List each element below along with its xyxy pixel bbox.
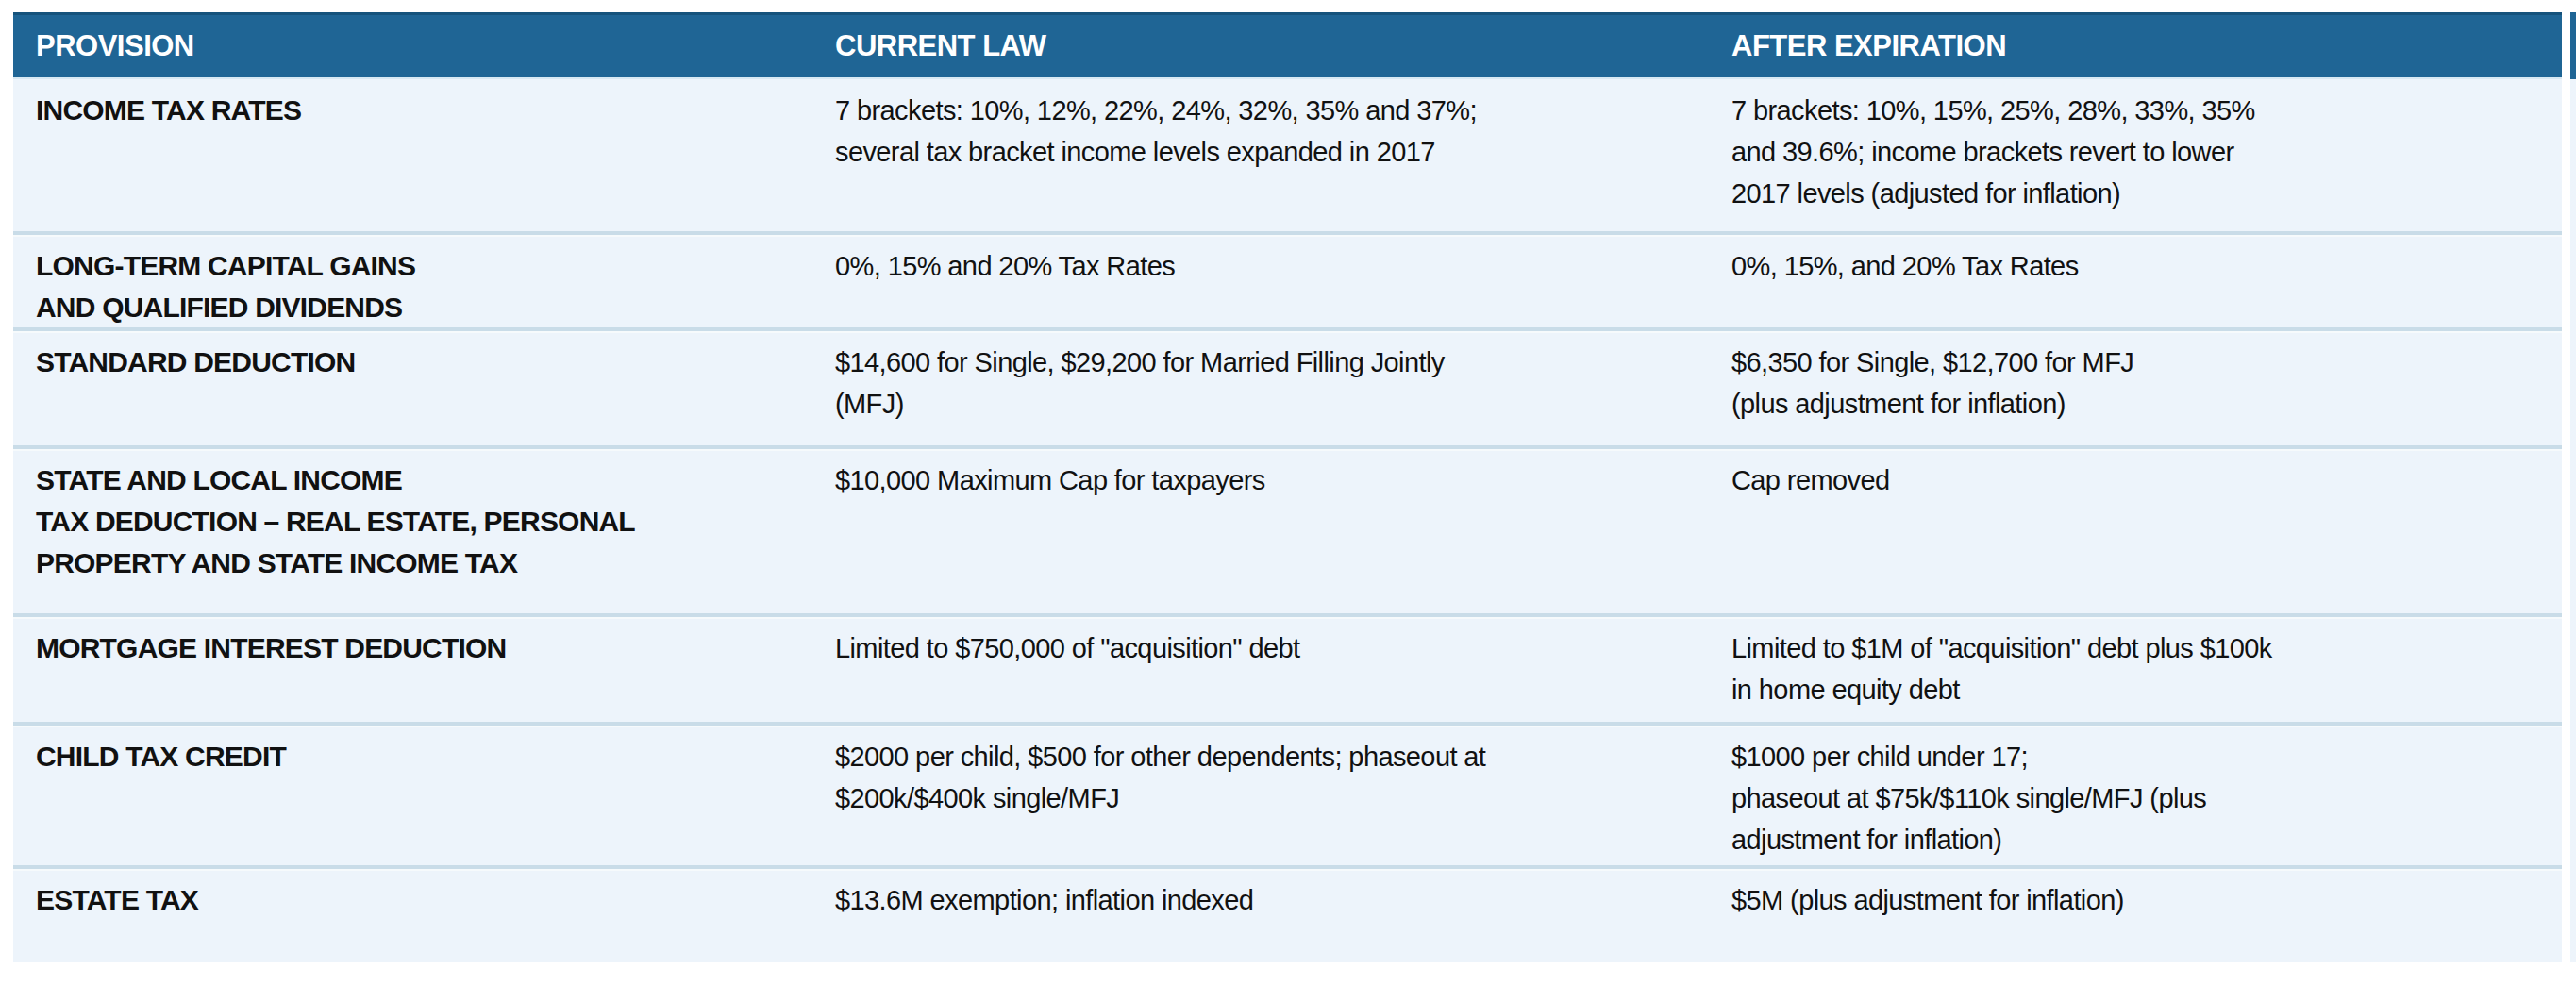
after-expiration-cell: 0%, 15%, and 20% Tax Rates — [1717, 235, 2562, 328]
table-row-standard-deduction: STANDARD DEDUCTION $14,600 for Single, $… — [13, 327, 2562, 445]
current-law-cell: 0%, 15% and 20% Tax Rates — [821, 235, 1717, 328]
current-law-cell: 7 brackets: 10%, 12%, 22%, 24%, 32%, 35%… — [821, 79, 1717, 231]
provision-cell: INCOME TAX RATES — [13, 79, 821, 231]
after-expiration-cell: Cap removed — [1717, 449, 2562, 613]
current-law-cell: $2000 per child, $500 for other dependen… — [821, 726, 1717, 865]
after-expiration-cell: 7 brackets: 10%, 15%, 25%, 28%, 33%, 35%… — [1717, 79, 2562, 231]
table-row-child-tax-credit: CHILD TAX CREDIT $2000 per child, $500 f… — [13, 722, 2562, 865]
provision-cell: MORTGAGE INTEREST DEDUCTION — [13, 617, 821, 722]
column-header-current-law: CURRENT LAW — [821, 29, 1717, 63]
table-row-state-local-tax-deduction: STATE AND LOCAL INCOME TAX DEDUCTION – R… — [13, 445, 2562, 613]
current-law-cell: $10,000 Maximum Cap for taxpayers — [821, 449, 1717, 613]
after-expiration-cell: $5M (plus adjustment for inflation) — [1717, 869, 2562, 962]
column-header-provision: PROVISION — [13, 29, 821, 63]
cutoff-table-edge-header — [2570, 12, 2576, 79]
table-header-row: PROVISION CURRENT LAW AFTER EXPIRATION — [13, 12, 2562, 79]
provision-cell: ESTATE TAX — [13, 869, 821, 962]
table-row-long-term-capital-gains: LONG-TERM CAPITAL GAINS AND QUALIFIED DI… — [13, 231, 2562, 327]
table-row-mortgage-interest-deduction: MORTGAGE INTEREST DEDUCTION Limited to $… — [13, 613, 2562, 722]
table-row-estate-tax: ESTATE TAX $13.6M exemption; inflation i… — [13, 865, 2562, 962]
column-header-after-expiration: AFTER EXPIRATION — [1717, 29, 2562, 63]
current-law-cell: $13.6M exemption; inflation indexed — [821, 869, 1717, 962]
after-expiration-cell: $6,350 for Single, $12,700 for MFJ (plus… — [1717, 331, 2562, 445]
provision-cell: STANDARD DEDUCTION — [13, 331, 821, 445]
current-law-cell: Limited to $750,000 of "acquisition" deb… — [821, 617, 1717, 722]
provision-cell: LONG-TERM CAPITAL GAINS AND QUALIFIED DI… — [13, 235, 821, 328]
current-law-cell: $14,600 for Single, $29,200 for Married … — [821, 331, 1717, 445]
provision-cell: CHILD TAX CREDIT — [13, 726, 821, 865]
provision-cell: STATE AND LOCAL INCOME TAX DEDUCTION – R… — [13, 449, 821, 613]
after-expiration-cell: $1000 per child under 17; phaseout at $7… — [1717, 726, 2562, 865]
table-row-income-tax-rates: INCOME TAX RATES 7 brackets: 10%, 12%, 2… — [13, 79, 2562, 231]
cutoff-table-edge-body — [2570, 79, 2576, 962]
tax-provisions-comparison-table: PROVISION CURRENT LAW AFTER EXPIRATION I… — [13, 12, 2562, 962]
after-expiration-cell: Limited to $1M of "acquisition" debt plu… — [1717, 617, 2562, 722]
